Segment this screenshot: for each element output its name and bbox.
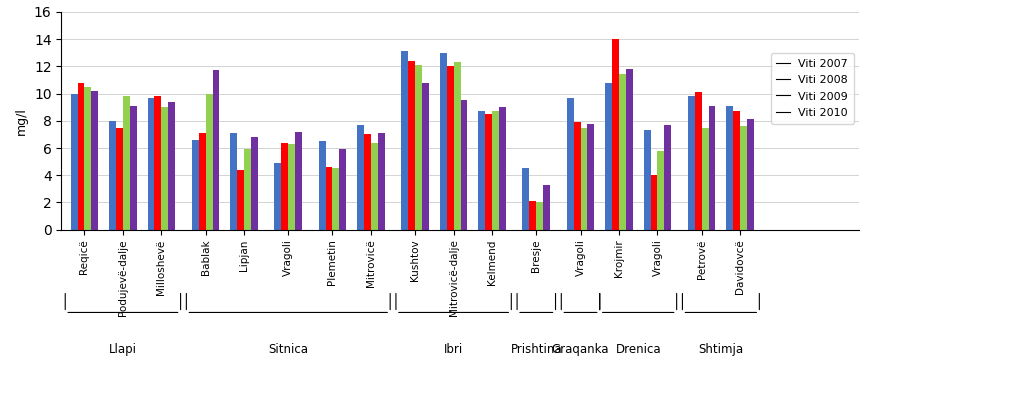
Text: Graqanka: Graqanka (551, 343, 610, 356)
Bar (747, 120, 754, 230)
Bar (318, 141, 325, 230)
Bar (626, 69, 633, 230)
Bar (230, 133, 237, 230)
Bar (288, 144, 296, 230)
Text: Llapi: Llapi (108, 343, 137, 356)
Bar (658, 151, 664, 230)
Text: Shtimja: Shtimja (699, 343, 744, 356)
Bar (619, 74, 626, 230)
Bar (523, 168, 529, 230)
Bar (244, 149, 251, 230)
Text: Prishtina: Prishtina (510, 343, 562, 356)
Bar (325, 167, 332, 230)
Bar (485, 114, 492, 230)
Bar (499, 107, 506, 230)
Bar (574, 122, 580, 230)
Bar (154, 96, 162, 230)
Bar (169, 102, 175, 230)
Bar (401, 51, 408, 230)
Bar (422, 83, 429, 230)
Bar (109, 121, 116, 230)
Bar (543, 185, 550, 230)
Bar (296, 131, 302, 230)
Bar (651, 175, 658, 230)
Bar (733, 111, 740, 230)
Bar (340, 149, 347, 230)
Bar (612, 39, 619, 230)
Bar (237, 170, 244, 230)
Bar (460, 100, 468, 230)
Bar (709, 106, 715, 230)
Bar (567, 98, 574, 230)
Bar (492, 111, 499, 230)
Bar (529, 201, 536, 230)
Bar (687, 96, 695, 230)
Bar (415, 65, 422, 230)
Bar (377, 133, 385, 230)
Bar (664, 125, 671, 230)
Bar (702, 128, 709, 230)
Bar (85, 87, 91, 230)
Bar (274, 163, 281, 230)
Bar (116, 128, 123, 230)
Bar (478, 111, 485, 230)
Bar (332, 168, 340, 230)
Bar (740, 126, 747, 230)
Bar (162, 107, 169, 230)
Bar (371, 143, 377, 230)
Bar (206, 93, 213, 230)
Bar (147, 98, 154, 230)
Bar (130, 106, 137, 230)
Bar (643, 130, 651, 230)
Bar (357, 125, 364, 230)
Bar (213, 70, 219, 230)
Bar (91, 91, 98, 230)
Bar (536, 202, 543, 230)
Bar (440, 53, 447, 230)
Bar (447, 66, 453, 230)
Bar (281, 143, 288, 230)
Y-axis label: mg/l: mg/l (15, 107, 29, 135)
Text: Ibri: Ibri (444, 343, 463, 356)
Legend: Viti 2007, Viti 2008, Viti 2009, Viti 2010: Viti 2007, Viti 2008, Viti 2009, Viti 20… (770, 53, 854, 124)
Bar (198, 133, 206, 230)
Bar (587, 124, 594, 230)
Bar (408, 61, 415, 230)
Text: Drenica: Drenica (616, 343, 661, 356)
Text: Sitnica: Sitnica (268, 343, 308, 356)
Bar (580, 128, 587, 230)
Bar (364, 134, 371, 230)
Bar (78, 83, 85, 230)
Bar (191, 140, 198, 230)
Bar (606, 83, 612, 230)
Bar (251, 137, 258, 230)
Bar (123, 96, 130, 230)
Bar (726, 106, 733, 230)
Bar (71, 93, 78, 230)
Bar (695, 92, 702, 230)
Bar (453, 62, 460, 230)
